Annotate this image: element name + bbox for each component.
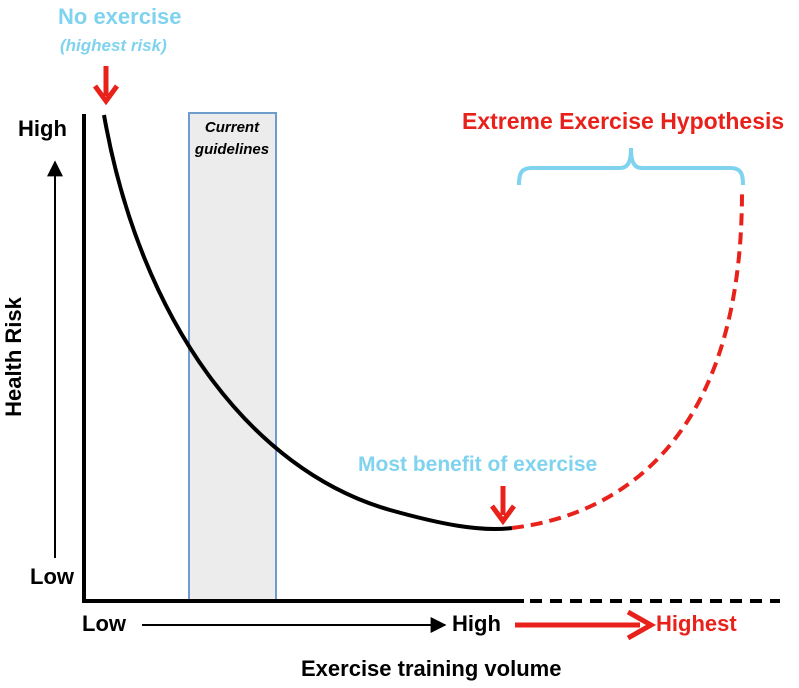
highest-arrow-head <box>626 609 657 641</box>
y-axis-low-label: Low <box>30 564 74 589</box>
no-exercise-arrow-head <box>92 84 120 106</box>
y-axis-high-label: High <box>18 116 67 141</box>
risk-curve-solid <box>102 114 513 532</box>
benefit-arrow-head <box>489 504 517 526</box>
y-axis-title: Health Risk <box>1 297 26 417</box>
x-axis-high-label: High <box>452 611 501 636</box>
guidelines-label-line1: Current <box>204 119 260 136</box>
x-axis-highest-label: Highest <box>656 611 737 636</box>
highest-risk-label: (highest risk) <box>60 36 167 55</box>
x-axis-title: Exercise training volume <box>301 656 562 681</box>
risk-curve-extreme-dashed <box>511 191 744 530</box>
extreme-hypothesis-label: Extreme Exercise Hypothesis <box>462 108 785 134</box>
guidelines-label-line2: guidelines <box>194 141 270 158</box>
no-exercise-label: No exercise <box>58 4 182 29</box>
guidelines-band <box>188 112 277 602</box>
x-axis-low-label: Low <box>82 611 126 636</box>
most-benefit-label: Most benefit of exercise <box>358 453 598 476</box>
extreme-region-brace <box>517 147 745 186</box>
